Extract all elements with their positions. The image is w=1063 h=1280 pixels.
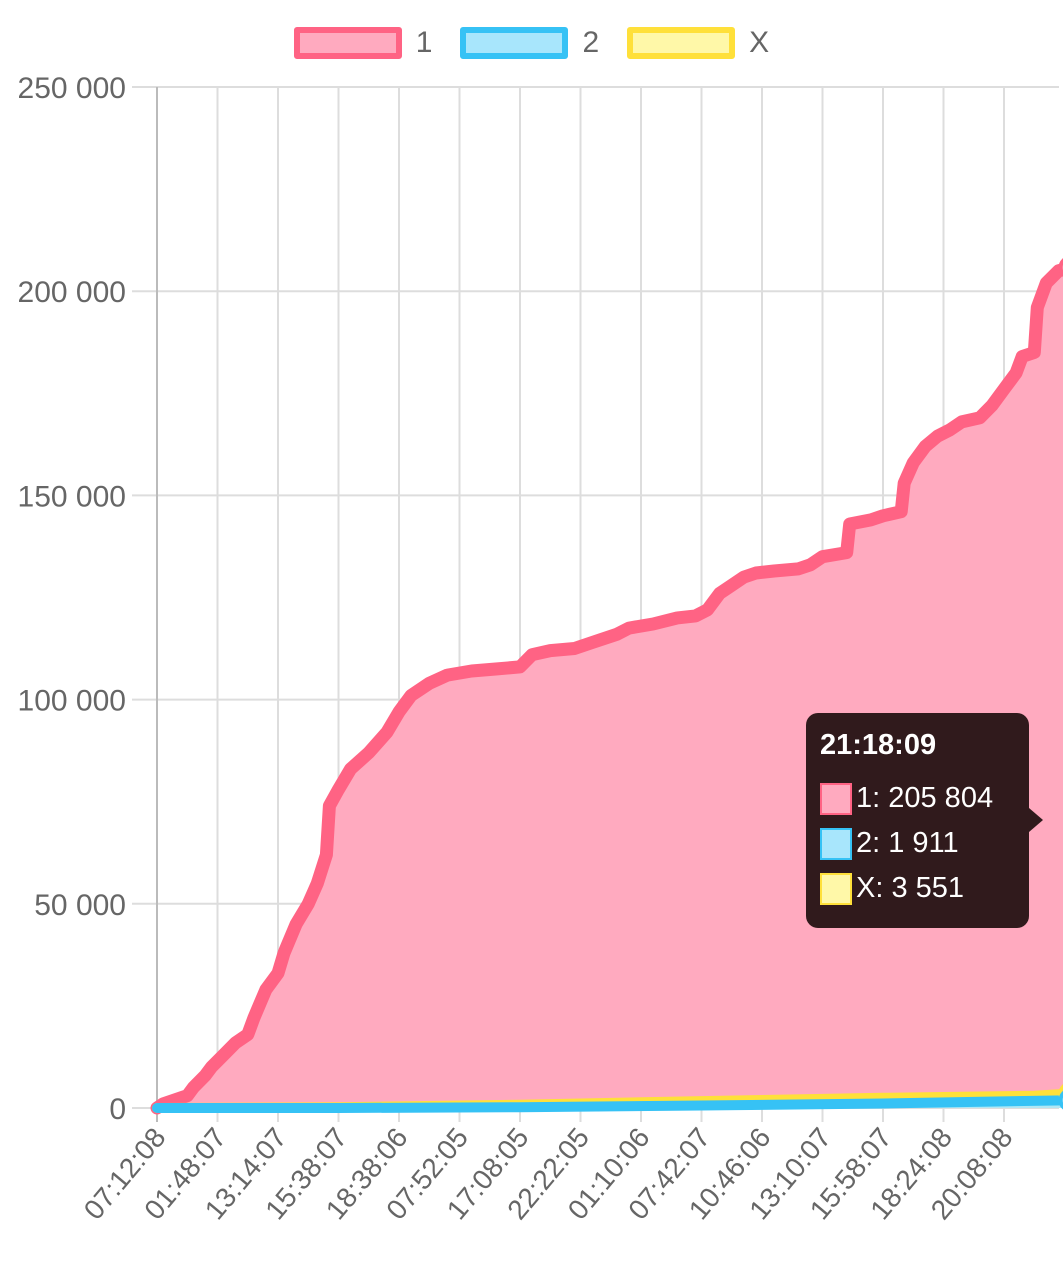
legend-item-2[interactable]: 2 — [460, 26, 599, 60]
legend-label-x: X — [749, 26, 770, 59]
y-tick-label: 250 000 — [18, 72, 126, 105]
y-axis-ticks: 250 000 200 000 150 000 100 000 50 000 0 — [18, 72, 126, 1126]
series-lines — [150, 262, 1063, 1115]
tooltip-swatch-x — [820, 872, 852, 905]
tooltip-row-x: X: 3 551 — [820, 866, 1015, 911]
legend-swatch-2 — [460, 27, 569, 59]
legend: 1 2 X — [0, 20, 1063, 66]
legend-swatch-1 — [293, 27, 402, 59]
y-tick-label: 150 000 — [18, 480, 126, 513]
series-areas — [157, 269, 1063, 1108]
legend-label-2: 2 — [582, 26, 600, 59]
tooltip: 21:18:09 1: 205 804 2: 1 911 X: 3 551 — [806, 713, 1043, 928]
legend-swatch-x — [627, 27, 736, 59]
tooltip-value-2: 2: 1 911 — [856, 827, 959, 859]
y-tick-label: 200 000 — [18, 276, 126, 309]
tooltip-value-1: 1: 205 804 — [856, 782, 994, 814]
y-tick-label: 0 — [109, 1093, 126, 1126]
series-end-points — [1058, 258, 1063, 1110]
tooltip-value-x: X: 3 551 — [856, 872, 965, 904]
end-point-series-2 — [1058, 1090, 1063, 1110]
tooltip-row-1: 1: 205 804 — [820, 776, 1015, 821]
line-series-1 — [150, 262, 1063, 1115]
x-axis-ticks: 07:12:0801:48:0713:14:0715:38:0718:38:06… — [78, 1122, 1019, 1225]
tooltip-row-2: 2: 1 911 — [820, 821, 1015, 866]
line-series-2 — [152, 1095, 1063, 1113]
tooltip-title: 21:18:09 — [820, 729, 937, 761]
legend-item-1[interactable]: 1 — [293, 26, 433, 60]
legend-item-x[interactable]: X — [627, 26, 769, 60]
y-tick-label: 100 000 — [18, 685, 126, 718]
tooltip-swatch-1 — [820, 782, 852, 815]
tooltip-swatch-2 — [820, 827, 852, 860]
y-tick-label: 50 000 — [34, 889, 126, 922]
area-series-1 — [157, 269, 1063, 1108]
end-point-series-1 — [1058, 258, 1063, 277]
legend-label-1: 1 — [415, 26, 433, 59]
